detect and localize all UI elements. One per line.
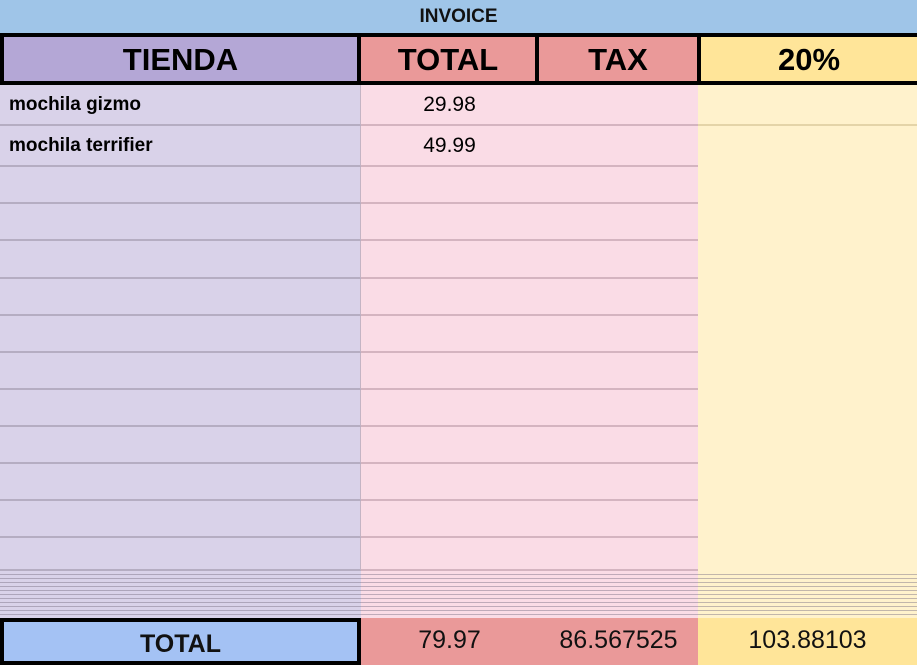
totals-percent[interactable]: 103.88103 bbox=[698, 618, 917, 665]
cell-tax[interactable] bbox=[538, 241, 699, 279]
cell-percent[interactable] bbox=[698, 316, 917, 353]
cell-total[interactable] bbox=[361, 167, 539, 204]
cell-store[interactable] bbox=[0, 241, 361, 279]
cell-total[interactable] bbox=[361, 538, 539, 571]
cell-percent[interactable] bbox=[698, 427, 917, 464]
cell-tax[interactable] bbox=[538, 316, 699, 353]
cell-percent[interactable] bbox=[698, 353, 917, 390]
cell-tax[interactable] bbox=[538, 501, 699, 538]
cell-percent[interactable] bbox=[698, 167, 917, 204]
cell-total[interactable] bbox=[361, 279, 539, 316]
totals-label[interactable]: TOTAL bbox=[0, 618, 361, 665]
cell-tax[interactable] bbox=[538, 204, 699, 241]
cell-total[interactable]: 29.98 bbox=[361, 85, 539, 126]
header-percent[interactable]: 20% bbox=[697, 33, 917, 85]
cell-total[interactable] bbox=[361, 316, 539, 353]
totals-tax[interactable]: 86.567525 bbox=[538, 618, 699, 665]
cell-store[interactable] bbox=[0, 390, 361, 427]
cell-total[interactable] bbox=[361, 390, 539, 427]
cell-tax[interactable] bbox=[538, 85, 699, 126]
header-tienda[interactable]: TIENDA bbox=[0, 33, 361, 85]
cell-store[interactable] bbox=[0, 501, 361, 538]
cell-percent[interactable] bbox=[698, 501, 917, 538]
cell-percent[interactable] bbox=[698, 279, 917, 316]
cell-store[interactable] bbox=[0, 204, 361, 241]
cell-total[interactable] bbox=[361, 353, 539, 390]
cell-store[interactable] bbox=[0, 316, 361, 353]
cell-tax[interactable] bbox=[538, 353, 699, 390]
cell-total[interactable] bbox=[361, 241, 539, 279]
hidden-rows bbox=[538, 571, 699, 618]
cell-store[interactable] bbox=[0, 464, 361, 501]
cell-tax[interactable] bbox=[538, 538, 699, 571]
cell-store[interactable] bbox=[0, 279, 361, 316]
hidden-rows bbox=[361, 571, 539, 618]
cell-percent[interactable] bbox=[698, 204, 917, 241]
cell-percent[interactable] bbox=[698, 85, 917, 126]
cell-tax[interactable] bbox=[538, 279, 699, 316]
cell-percent[interactable] bbox=[698, 538, 917, 571]
cell-tax[interactable] bbox=[538, 464, 699, 501]
cell-store[interactable] bbox=[0, 167, 361, 204]
totals-total[interactable]: 79.97 bbox=[361, 618, 539, 665]
cell-percent[interactable] bbox=[698, 390, 917, 427]
hidden-rows bbox=[0, 571, 361, 618]
cell-tax[interactable] bbox=[538, 390, 699, 427]
hidden-rows bbox=[698, 571, 917, 618]
cell-store[interactable]: mochila gizmo bbox=[0, 85, 361, 126]
cell-percent[interactable] bbox=[698, 241, 917, 279]
cell-total[interactable]: 49.99 bbox=[361, 126, 539, 167]
cell-tax[interactable] bbox=[538, 167, 699, 204]
invoice-title[interactable]: INVOICE bbox=[0, 0, 917, 33]
cell-store[interactable]: mochila terrifier bbox=[0, 126, 361, 167]
cell-tax[interactable] bbox=[538, 427, 699, 464]
header-tax[interactable]: TAX bbox=[535, 33, 701, 85]
cell-store[interactable] bbox=[0, 538, 361, 571]
cell-tax[interactable] bbox=[538, 126, 699, 167]
cell-store[interactable] bbox=[0, 427, 361, 464]
cell-store[interactable] bbox=[0, 353, 361, 390]
cell-total[interactable] bbox=[361, 464, 539, 501]
header-total[interactable]: TOTAL bbox=[357, 33, 539, 85]
cell-total[interactable] bbox=[361, 427, 539, 464]
cell-total[interactable] bbox=[361, 501, 539, 538]
cell-percent[interactable] bbox=[698, 126, 917, 167]
cell-percent[interactable] bbox=[698, 464, 917, 501]
cell-total[interactable] bbox=[361, 204, 539, 241]
